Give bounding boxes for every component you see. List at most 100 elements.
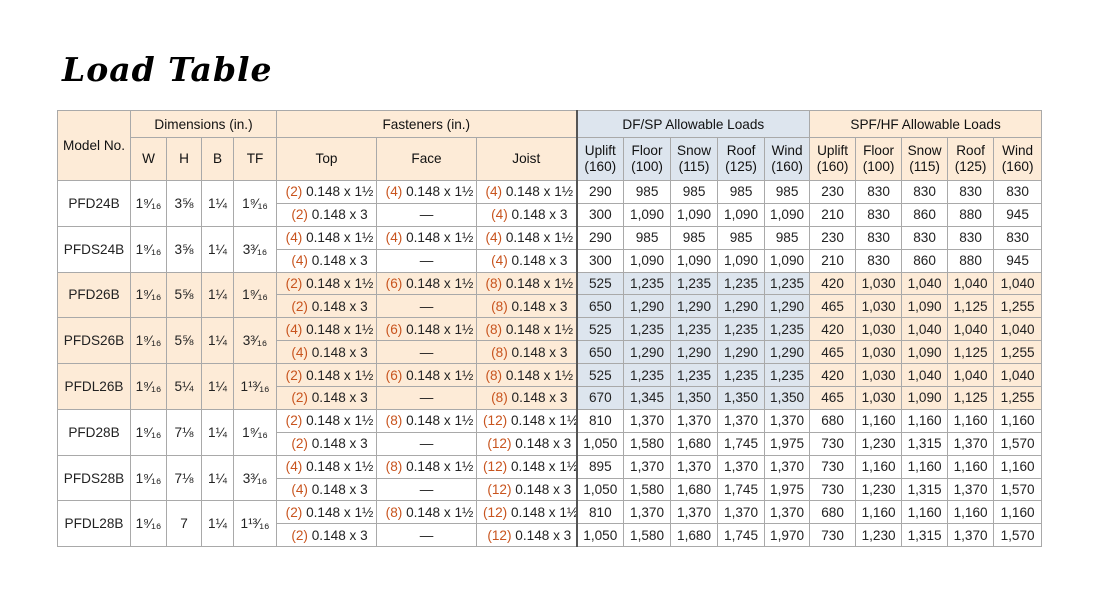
fastener-size: 0.148 x 3 xyxy=(511,344,568,360)
df-load-value: 1,235 xyxy=(764,363,811,388)
dimension-value: 1⁹⁄₁₆ xyxy=(130,225,167,273)
spf-load-value: 420 xyxy=(809,363,857,388)
spf-load-value: 1,040 xyxy=(901,317,949,342)
df-load-value: 1,370 xyxy=(623,408,672,433)
header-load-duration: (100) xyxy=(862,159,895,174)
spf-load-value: 1,040 xyxy=(993,271,1043,296)
spf-load-value: 1,090 xyxy=(901,386,949,410)
df-load-value: 1,975 xyxy=(764,431,811,456)
dimension-value: 1¼ xyxy=(201,454,234,502)
header-spf-snow: Snow (115) xyxy=(901,137,949,181)
header-df-wind: Wind (160) xyxy=(764,137,811,181)
spf-load-value: 230 xyxy=(809,180,857,204)
spf-load-value: 830 xyxy=(993,225,1043,250)
df-load-value: 1,745 xyxy=(717,431,766,456)
fastener-size: 0.148 x 1½ xyxy=(306,459,374,475)
df-load-value: 650 xyxy=(575,340,625,365)
fastener-face: — xyxy=(376,477,478,502)
header-dimensions: Dimensions (in.) xyxy=(129,110,278,138)
spf-load-value: 1,030 xyxy=(855,317,903,342)
fastener-size: 0.148 x 1½ xyxy=(406,504,474,520)
header-df-uplift: Uplift (160) xyxy=(575,137,625,181)
spf-load-value: 730 xyxy=(809,477,857,502)
table-row: PFD24B 1⁹⁄₁₆ 3⅝ 1¼ 1⁹⁄₁₆ (2) 0.148 x 1½ (4) 0.… xyxy=(57,180,1043,227)
spf-load-value: 1,160 xyxy=(993,500,1043,525)
header-spf-roof: Roof (125) xyxy=(947,137,995,181)
dimension-value: 1¼ xyxy=(201,500,234,548)
fastener-face: (6) 0.148 x 1½ xyxy=(376,317,478,342)
spf-load-value: 1,160 xyxy=(855,500,903,525)
fastener-size: 0.148 x 1½ xyxy=(505,321,574,337)
model-number: PFD26B xyxy=(57,271,131,319)
fastener-face: — xyxy=(376,294,478,319)
fastener-face: — xyxy=(376,202,478,227)
spf-load-value: 1,090 xyxy=(901,340,949,365)
fastener-size: 0.148 x 1½ xyxy=(505,184,574,200)
table-row: (2) 0.148 x 3— (12) 0.148 x 3 1,050 1,580 1,… xyxy=(58,523,1043,548)
spf-load-value: 860 xyxy=(901,202,949,227)
header-load-label: Uplift xyxy=(584,143,616,158)
spf-load-value: 1,315 xyxy=(901,477,949,502)
df-load-value: 300 xyxy=(575,248,625,273)
df-load-value: 1,235 xyxy=(764,271,811,296)
fastener-count: (8) xyxy=(485,367,503,383)
fastener-count: (4) xyxy=(491,253,508,269)
df-load-value: 1,350 xyxy=(670,386,719,410)
header-load-label: Wind xyxy=(771,143,803,158)
fastener-count: (4) xyxy=(285,321,303,337)
fastener-face: (8) 0.148 x 1½ xyxy=(376,500,478,525)
header-load-duration: (160) xyxy=(1001,159,1034,174)
fastener-size: 0.148 x 1½ xyxy=(406,230,474,246)
df-load-value: 1,370 xyxy=(623,500,672,525)
dimension-value: 5⅝ xyxy=(166,271,202,319)
fastener-size: 0.148 x 1½ xyxy=(406,459,474,475)
spf-load-value: 830 xyxy=(855,202,903,227)
df-load-value: 1,370 xyxy=(717,454,766,479)
fastener-size: 0.148 x 3 xyxy=(311,527,368,543)
dimension-value: 1⁹⁄₁₆ xyxy=(232,408,278,456)
spf-load-value: 1,160 xyxy=(947,408,995,433)
fastener-count: (4) xyxy=(291,253,308,269)
df-load-value: 1,680 xyxy=(670,523,719,548)
dimension-value: 3³⁄₁₆ xyxy=(232,454,278,502)
spf-load-value: 830 xyxy=(947,180,995,204)
fastener-top: (2) 0.148 x 1½ xyxy=(276,363,378,388)
header-df-snow: Snow (115) xyxy=(670,137,719,181)
spf-load-value: 1,030 xyxy=(855,386,903,410)
df-load-value: 1,090 xyxy=(623,202,672,227)
df-load-value: 525 xyxy=(575,317,625,342)
spf-load-value: 830 xyxy=(855,225,903,250)
fastener-count: (4) xyxy=(485,230,503,246)
table-row: PFDS24B 1⁹⁄₁₆ 3⅝ 1¼ 3³⁄₁₆ (4) 0.148 x 1½ (4) 0… xyxy=(57,225,1043,273)
fastener-size: 0.148 x 1½ xyxy=(505,276,574,291)
fastener-top: (4) 0.148 x 1½ xyxy=(276,454,378,479)
header-load-duration: (160) xyxy=(816,159,849,174)
df-load-value: 1,090 xyxy=(764,248,811,273)
spf-load-value: 420 xyxy=(809,317,857,342)
spf-load-value: 465 xyxy=(809,340,857,365)
dimension-value: 1¼ xyxy=(201,180,234,227)
spf-load-value: 1,040 xyxy=(947,317,995,342)
spf-load-value: 880 xyxy=(947,248,995,273)
spf-load-value: 1,230 xyxy=(855,431,903,456)
df-load-value: 1,235 xyxy=(670,317,719,342)
fastener-joist: (4) 0.148 x 3 xyxy=(476,248,578,273)
header-load-label: Floor xyxy=(631,143,663,158)
dimension-value: 1⁹⁄₁₆ xyxy=(130,454,167,502)
spf-load-value: 1,315 xyxy=(901,431,949,456)
fastener-count: (2) xyxy=(291,207,308,223)
fastener-count: (12) xyxy=(487,436,512,452)
dimension-value: 1¼ xyxy=(201,317,234,365)
fastener-count: (4) xyxy=(485,184,503,200)
dimension-value: 1¹³⁄₁₆ xyxy=(232,363,278,410)
df-load-value: 1,580 xyxy=(623,477,672,502)
fastener-top: (2) 0.148 x 3 xyxy=(276,202,378,227)
dimension-value: 3⅝ xyxy=(166,180,202,227)
dimension-value: 1⁹⁄₁₆ xyxy=(232,271,278,319)
fastener-size: 0.148 x 3 xyxy=(511,207,568,223)
fastener-count: (12) xyxy=(483,504,508,520)
table-row: (2) 0.148 x 3— (12) 0.148 x 3 1,050 1,580 1,… xyxy=(58,431,1043,456)
fastener-size: 0.148 x 1½ xyxy=(505,367,574,383)
df-load-value: 985 xyxy=(670,225,719,250)
table-row: (4) 0.148 x 3— (12) 0.148 x 3 1,050 1,580 1,… xyxy=(58,477,1043,502)
